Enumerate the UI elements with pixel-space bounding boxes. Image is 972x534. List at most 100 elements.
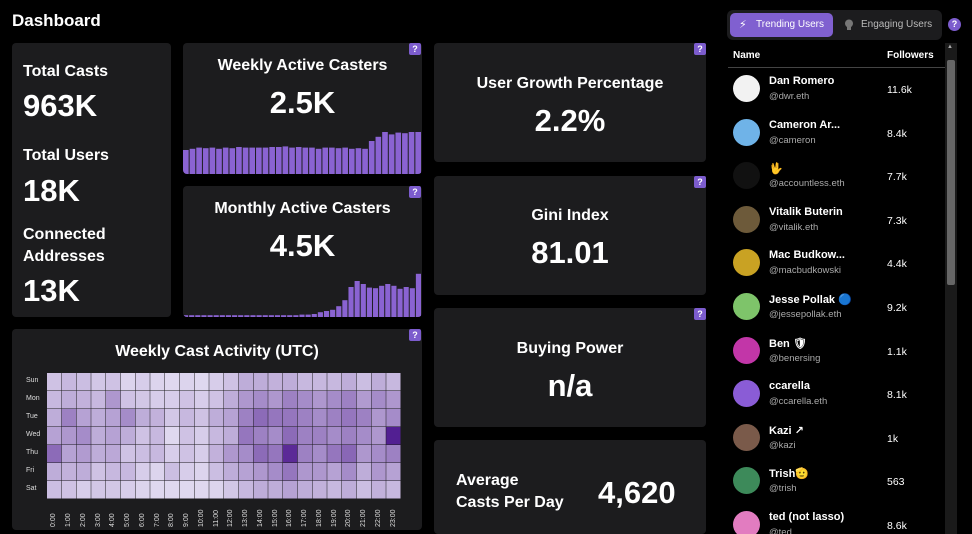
weekly-active-card: Weekly Active Casters 2.5K <box>183 43 422 174</box>
table-row[interactable]: Cameron Ar... @cameron 8.4k <box>725 111 945 154</box>
monthly-active-bar <box>219 315 225 317</box>
table-row[interactable]: Dan Romero @dwr.eth 11.6k <box>725 67 945 110</box>
weekly-active-bar <box>249 147 256 174</box>
table-row[interactable]: Ben 🛡 @benersing 1.1k <box>725 329 945 372</box>
heatmap-cell <box>268 481 283 499</box>
monthly-active-bar <box>342 300 348 317</box>
avatar[interactable] <box>733 336 760 364</box>
avatar[interactable] <box>733 118 760 146</box>
user-growth-value: 2.2% <box>534 103 606 138</box>
scroll-up-arrow-icon[interactable]: ▲ <box>947 44 953 50</box>
weekly-active-bar <box>189 148 196 174</box>
heatmap-cell <box>253 481 268 499</box>
heatmap-cell <box>91 481 106 499</box>
heatmap-cell <box>179 481 194 499</box>
heatmap-cell <box>371 409 386 427</box>
monthly-active-bar <box>403 287 409 317</box>
user-name[interactable]: Cameron Ar... <box>769 118 841 131</box>
user-name[interactable]: Vitalik Buterin <box>769 205 843 218</box>
table-row[interactable]: Kazi ↗ @kazi 1k <box>725 416 945 459</box>
user-name[interactable]: ccarella <box>769 380 810 393</box>
total-casts-value: 963K <box>23 88 98 123</box>
avatar[interactable] <box>733 423 760 451</box>
user-growth-label: User Growth Percentage <box>476 75 664 92</box>
heatmap-cell <box>120 463 135 481</box>
user-handle: @jessepollak.eth <box>769 309 842 320</box>
user-name[interactable]: Jesse Pollak 🔵 <box>769 294 852 306</box>
table-row[interactable]: Mac Budkow... @macbudkowski 4.4k <box>725 241 945 284</box>
heatmap-cell <box>165 409 180 427</box>
heatmap-cell <box>209 481 224 499</box>
buying-power-card: Buying Power n/a <box>434 308 706 427</box>
help-icon[interactable]: ? <box>409 186 421 198</box>
user-name[interactable]: 🖖 <box>769 163 783 176</box>
table-row[interactable]: ted (not lasso) @ted 8.6k <box>725 503 945 534</box>
user-name[interactable]: Kazi ↗ <box>769 424 804 437</box>
monthly-active-bar <box>409 288 415 317</box>
user-name[interactable]: Trish🫡 <box>769 468 809 481</box>
avg-casts-card: Average Casts Per Day 4,620 <box>434 440 706 534</box>
heatmap-cell <box>61 481 76 499</box>
heatmap-cell <box>61 373 76 391</box>
help-icon[interactable]: ? <box>948 18 961 31</box>
monthly-active-bar <box>287 315 293 317</box>
heatmap-cell <box>47 391 62 409</box>
scrollbar-thumb[interactable] <box>947 60 955 285</box>
heatmap-cell <box>312 409 327 427</box>
avatar[interactable] <box>733 511 760 534</box>
user-name[interactable]: Ben 🛡 <box>769 337 807 350</box>
tab-engaging-users[interactable]: Engaging Users <box>835 13 939 37</box>
avatar[interactable] <box>733 467 760 495</box>
heatmap-day-label: Sat <box>26 485 37 492</box>
tab-trending-users[interactable]: ⚡ Trending Users <box>730 13 833 37</box>
gini-index-card: Gini Index 81.01 <box>434 176 706 295</box>
help-icon[interactable]: ? <box>694 308 706 320</box>
weekly-active-bar <box>375 136 382 174</box>
user-name[interactable]: Dan Romero <box>769 75 835 87</box>
heatmap-cell <box>179 463 194 481</box>
help-icon[interactable]: ? <box>694 43 706 55</box>
connected-addresses-value: 13K <box>23 273 80 308</box>
table-row[interactable]: Trish🫡 @trish 563 <box>725 459 945 502</box>
heatmap-cell <box>297 409 312 427</box>
heatmap-cell <box>179 391 194 409</box>
table-row[interactable]: Jesse Pollak 🔵 @jessepollak.eth 9.2k <box>725 285 945 328</box>
heatmap-day-label: Sun <box>26 377 39 384</box>
heatmap-cell <box>356 445 371 463</box>
help-icon[interactable]: ? <box>694 176 706 188</box>
table-row[interactable]: 🖖 @accountless.eth 7.7k <box>725 154 945 197</box>
avatar[interactable] <box>733 293 760 320</box>
heatmap-cell <box>238 373 253 391</box>
heatmap-cell <box>238 481 253 499</box>
heatmap-cell <box>297 391 312 409</box>
follower-count: 8.6k <box>887 520 907 532</box>
heatmap-cell <box>327 409 342 427</box>
help-icon[interactable]: ? <box>409 329 421 341</box>
avatar[interactable] <box>733 75 760 102</box>
heatmap-cell <box>120 409 135 427</box>
heatmap-cell <box>386 481 401 499</box>
weekly-active-bar <box>229 148 236 174</box>
avatar[interactable] <box>733 249 760 277</box>
avatar[interactable] <box>733 205 760 233</box>
table-row[interactable]: Vitalik Buterin @vitalik.eth 7.3k <box>725 198 945 241</box>
heatmap-cell <box>194 391 209 409</box>
avatar[interactable] <box>733 380 760 408</box>
heatmap-cell <box>297 427 312 445</box>
monthly-active-bar <box>232 315 238 317</box>
heatmap-cell <box>47 427 62 445</box>
heatmap-cell <box>238 409 253 427</box>
weekly-active-bar <box>269 147 275 174</box>
user-name[interactable]: ted (not lasso) <box>769 511 845 523</box>
heatmap-cell <box>76 445 91 463</box>
heatmap-cell <box>356 481 371 499</box>
heatmap-cell <box>342 481 357 499</box>
table-row[interactable]: ccarella @ccarella.eth 8.1k <box>725 372 945 415</box>
user-name[interactable]: Mac Budkow... <box>769 249 845 262</box>
weekly-active-bar <box>289 147 295 174</box>
avatar[interactable] <box>733 162 760 190</box>
heatmap-cell <box>194 427 209 445</box>
help-icon[interactable]: ? <box>409 43 421 55</box>
heatmap-cell <box>150 481 165 499</box>
weekly-active-bar <box>295 147 302 174</box>
